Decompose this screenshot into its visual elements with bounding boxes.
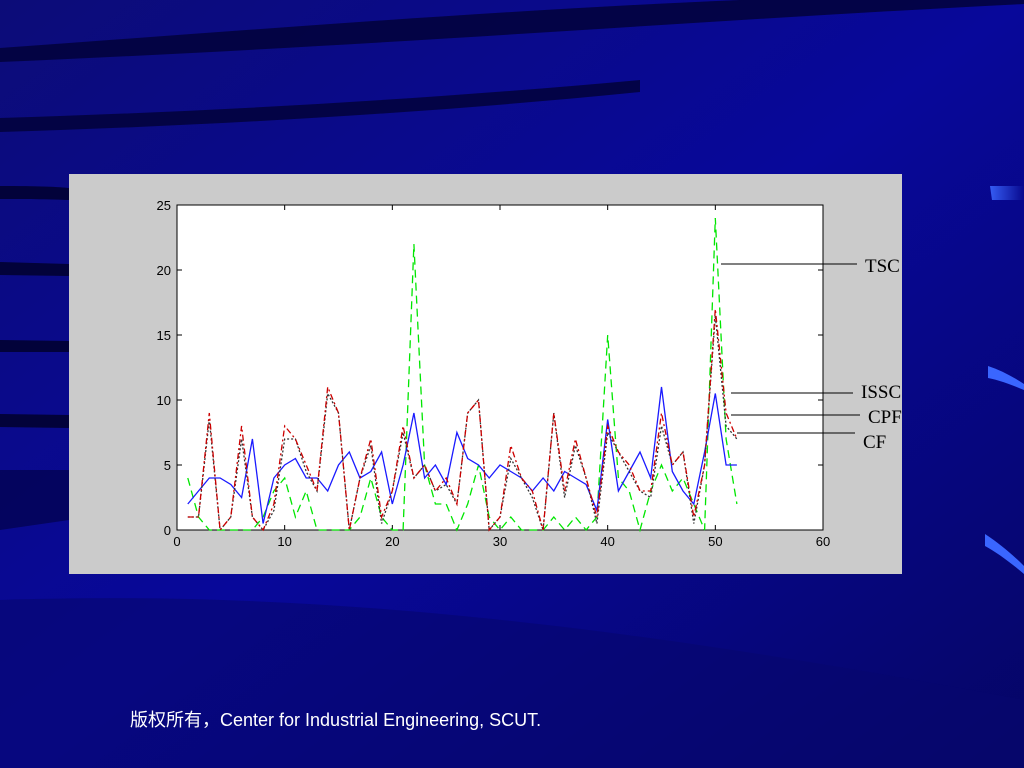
x-tick-label: 10 xyxy=(277,534,291,549)
plot-area xyxy=(176,204,824,531)
y-tick-label: 10 xyxy=(157,393,171,408)
y-tick-label: 5 xyxy=(164,458,171,473)
x-tick-label: 60 xyxy=(816,534,830,549)
series-label-issc: ISSC xyxy=(861,382,901,403)
series-line-cpfr xyxy=(187,315,738,532)
series-line-cf xyxy=(187,308,738,532)
footer-copyright: 版权所有，Center for Industrial Engineering, … xyxy=(130,710,542,730)
series-label-tsc: TSC xyxy=(865,256,900,277)
series-label-cpfr: CPFR xyxy=(868,407,902,428)
chart-panel: 0 10 20 30 40 50 60 0 5 10 15 20 25 TSC ISSC CPFR CF xyxy=(69,174,902,574)
x-tick-label: 40 xyxy=(600,534,614,549)
x-tick-label: 0 xyxy=(173,534,180,549)
series-label-cf: CF xyxy=(863,432,886,453)
x-tick-label: 50 xyxy=(708,534,722,549)
x-tick-label: 30 xyxy=(493,534,507,549)
series-line-tsc xyxy=(187,217,738,533)
y-tick-label: 0 xyxy=(164,523,171,538)
y-tick-label: 20 xyxy=(157,263,171,278)
y-tick-label: 15 xyxy=(157,328,171,343)
y-tick-label: 25 xyxy=(157,198,171,213)
line-chart: 0 10 20 30 40 50 60 0 5 10 15 20 25 TSC ISSC CPFR CF xyxy=(69,174,902,574)
x-tick-label: 20 xyxy=(385,534,399,549)
